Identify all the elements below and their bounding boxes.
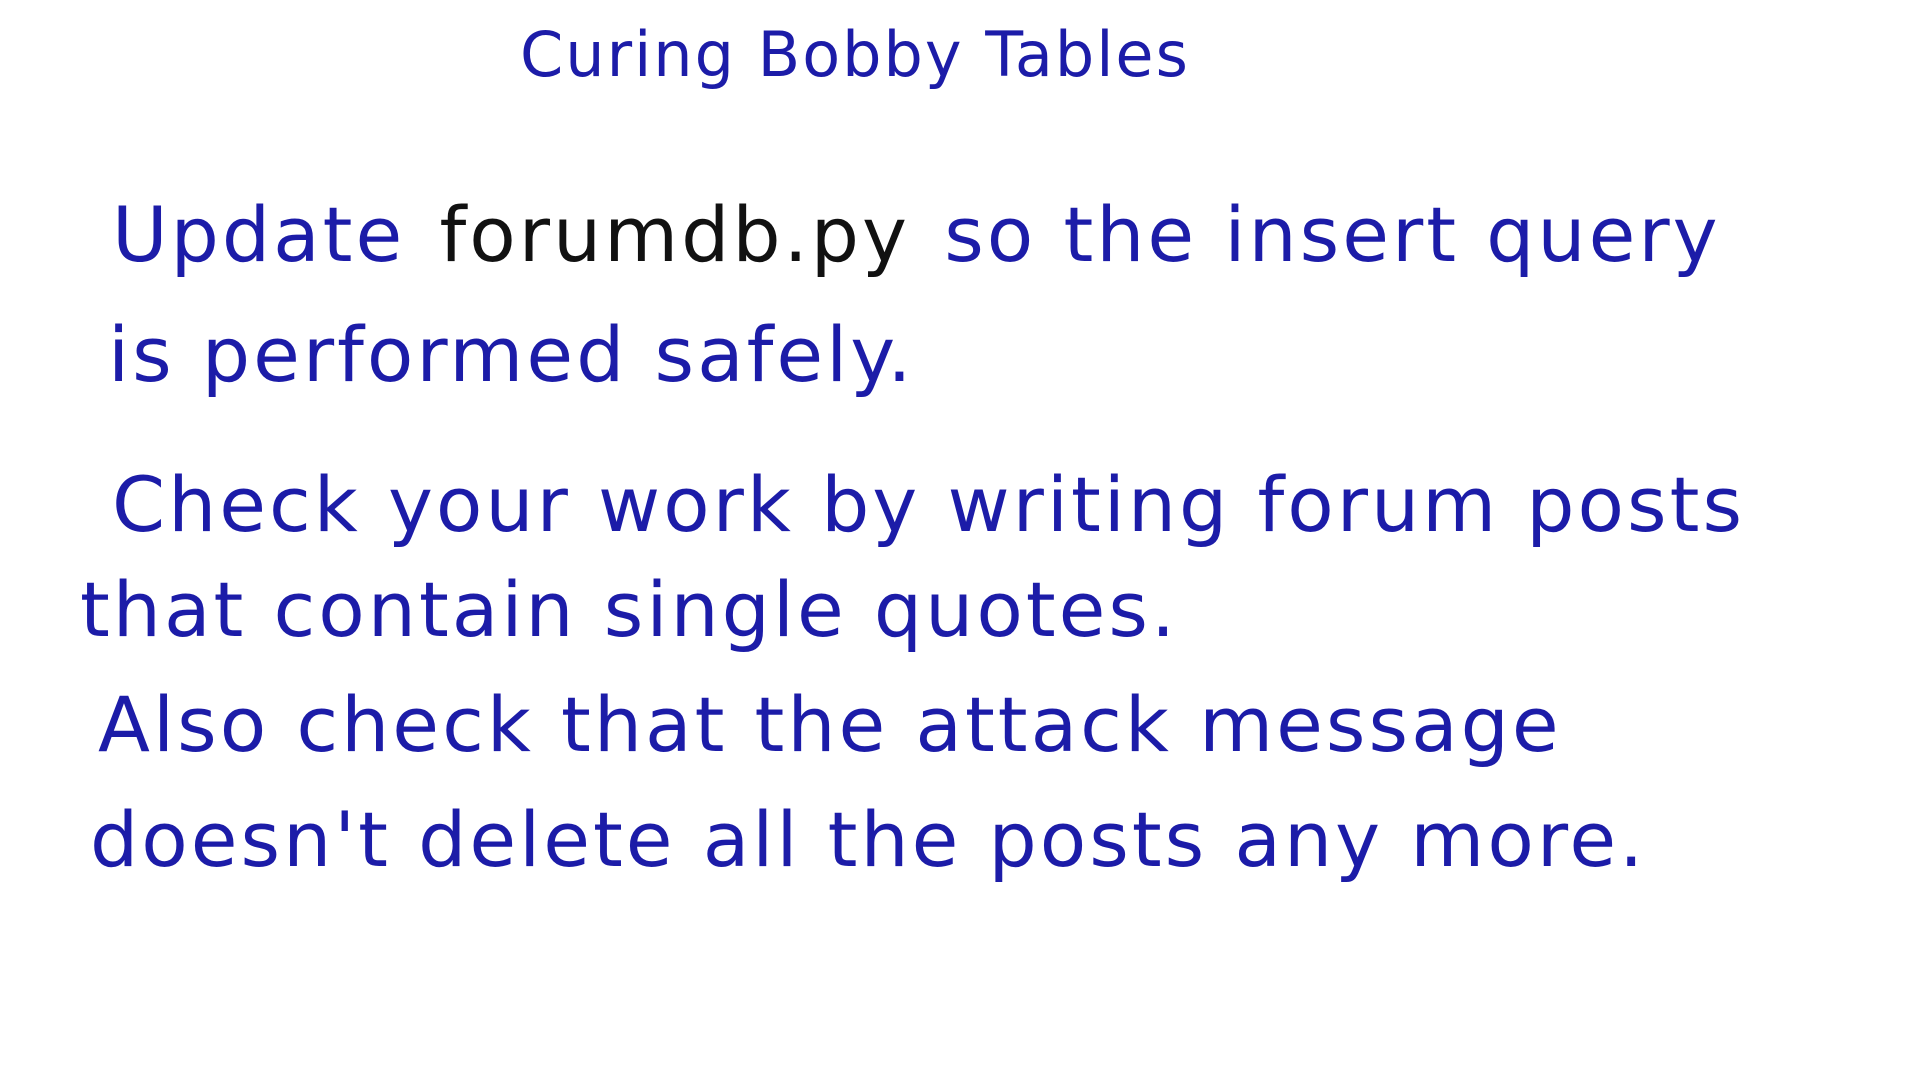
text-line: doesn't delete all the posts any more.	[90, 795, 1646, 884]
file-name: forumdb.py	[439, 190, 910, 279]
text: Update	[112, 190, 406, 279]
text: that contain single quotes.	[80, 565, 1179, 654]
text: is performed safely.	[108, 310, 915, 399]
text-line: Update forumdb.py so the insert query	[112, 190, 1721, 279]
text: Check your work by writing forum posts	[112, 460, 1746, 549]
text-line: that contain single quotes.	[80, 565, 1178, 654]
text: Also check that the attack message	[98, 680, 1562, 769]
text-line: is performed safely.	[108, 310, 915, 399]
text-line: Check your work by writing forum posts	[112, 460, 1745, 549]
text: doesn't delete all the posts any more.	[90, 795, 1647, 884]
text: so the insert query	[944, 190, 1721, 279]
text-line: Also check that the attack message	[98, 680, 1562, 769]
slide-title: Curing Bobby Tables	[520, 18, 1190, 91]
